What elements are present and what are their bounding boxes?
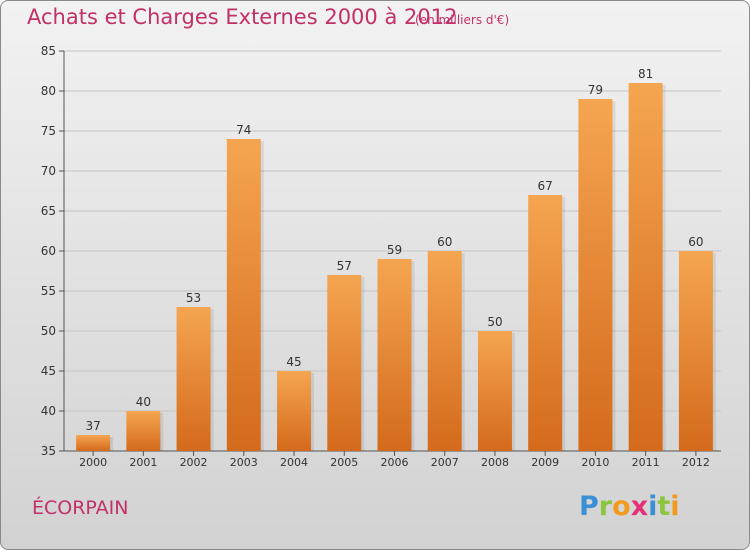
data-labels: 37 40 53 74 45 57 59 60 50 67 79 81 60	[85, 67, 703, 433]
y-tick-label: 35	[41, 444, 56, 458]
commune-name: ÉCORPAIN	[32, 497, 129, 519]
logo-letter: i	[670, 491, 680, 522]
data-label: 79	[588, 83, 603, 97]
bar-2010	[578, 99, 613, 451]
data-label: 67	[538, 179, 553, 193]
data-label: 74	[236, 123, 251, 137]
x-tick-label: 2005	[330, 456, 358, 469]
chart-subtitle: (en milliers d'€)	[415, 13, 510, 27]
x-tick-label: 2008	[481, 456, 509, 469]
data-label: 45	[286, 355, 301, 369]
data-label: 59	[387, 243, 402, 257]
x-tick-label: 2003	[230, 456, 258, 469]
data-label: 50	[487, 315, 502, 329]
logo-letter: r	[598, 491, 613, 522]
bar-2000	[76, 435, 111, 451]
bar-2006	[377, 259, 412, 451]
y-tick-label: 55	[41, 284, 56, 298]
x-tick-label: 2006	[381, 456, 409, 469]
bar-2003	[226, 139, 261, 451]
data-label: 40	[136, 395, 151, 409]
bar-2009	[528, 195, 563, 451]
bar-2008	[477, 331, 512, 451]
bar-2002	[176, 307, 211, 451]
x-tick-label: 2001	[129, 456, 157, 469]
logo-letter: P	[579, 491, 599, 522]
y-tick-label: 45	[41, 364, 56, 378]
data-label: 57	[337, 259, 352, 273]
y-tick-label: 70	[41, 164, 56, 178]
y-tick-labels: 35 40 45 50 55 60 65 70 75 80 85	[41, 44, 56, 458]
y-tick-label: 75	[41, 124, 56, 138]
bar-2011	[628, 83, 663, 451]
data-label: 81	[638, 67, 653, 81]
data-label: 60	[688, 235, 703, 249]
data-label: 37	[85, 419, 100, 433]
x-tick-label: 2004	[280, 456, 308, 469]
proxiti-logo: Proxiti	[579, 491, 680, 522]
bar-2012	[678, 251, 713, 451]
logo-letter: x	[630, 491, 649, 522]
y-tick-label: 50	[41, 324, 56, 338]
data-label: 53	[186, 291, 201, 305]
logo-letter: o	[612, 491, 631, 522]
x-tick-labels: 2000 2001 2002 2003 2004 2005 2006 2007 2008 2009…	[79, 456, 710, 469]
bar-2004	[277, 371, 312, 451]
y-tick-label: 40	[41, 404, 56, 418]
chart-title: Achats et Charges Externes 2000 à 2012	[27, 5, 458, 29]
x-tick-label: 2000	[79, 456, 107, 469]
bars	[76, 83, 716, 451]
x-tick-label: 2002	[180, 456, 208, 469]
bar-2001	[126, 411, 161, 451]
y-tick-label: 85	[41, 44, 56, 58]
y-tick-label: 60	[41, 244, 56, 258]
x-tick-label: 2012	[682, 456, 710, 469]
logo-letter: t	[657, 491, 671, 522]
data-label: 60	[437, 235, 452, 249]
y-tick-label: 65	[41, 204, 56, 218]
x-tick-label: 2011	[632, 456, 660, 469]
y-tick-label: 80	[41, 84, 56, 98]
x-tick-label: 2009	[531, 456, 559, 469]
bar-2005	[327, 275, 362, 451]
logo-letter: i	[648, 491, 658, 522]
x-tick-label: 2010	[581, 456, 609, 469]
bar-2007	[427, 251, 462, 451]
x-tick-label: 2007	[431, 456, 459, 469]
